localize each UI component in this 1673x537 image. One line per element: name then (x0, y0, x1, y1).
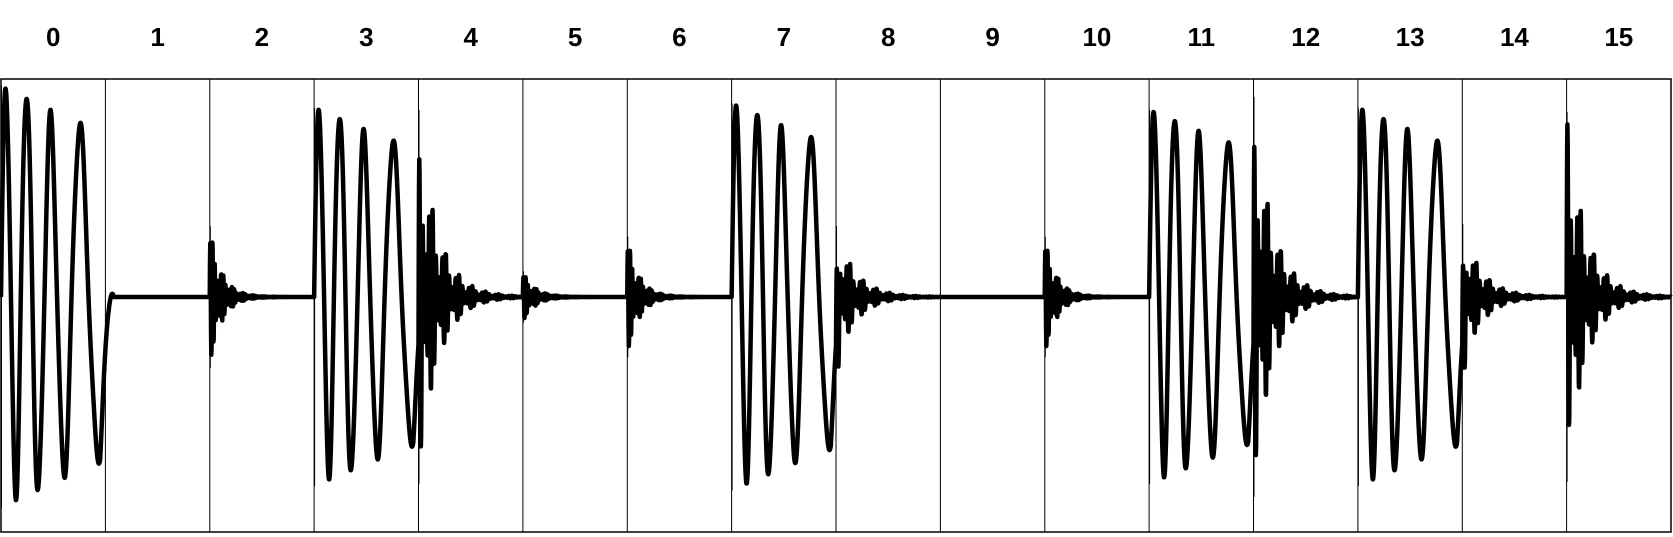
hit-onset-step-6 (627, 236, 629, 358)
step-label-9: 9 (985, 22, 999, 52)
step-label-5: 5 (568, 22, 582, 52)
hit-onset-step-3 (314, 107, 316, 487)
hit-onset-step-11 (1149, 109, 1151, 485)
plot-frame (0, 78, 1672, 533)
step-label-14: 14 (1500, 22, 1529, 52)
step-label-6: 6 (672, 22, 686, 52)
hit-onset-step-8 (836, 226, 837, 368)
step-label-1: 1 (150, 22, 164, 52)
step-label-7: 7 (777, 22, 791, 52)
hit-onset-step-12 (1253, 97, 1255, 497)
hit-onset-step-14 (1462, 223, 1464, 371)
step-label-8: 8 (881, 22, 895, 52)
hit-onset-step-7 (731, 103, 733, 491)
hit-onset-step-4 (418, 109, 420, 485)
step-label-11: 11 (1188, 22, 1216, 52)
hit-onset-step-13 (1357, 107, 1359, 487)
step-label-12: 12 (1291, 22, 1320, 52)
step-labels: 0 1 2 3 4 5 6 7 8 9 10 11 12 13 14 15 (46, 22, 1633, 52)
step-label-2: 2 (255, 22, 269, 52)
hit-onset-step-10 (1044, 236, 1046, 358)
step-label-4: 4 (463, 22, 478, 52)
step-label-0: 0 (46, 22, 60, 52)
step-label-3: 3 (359, 22, 373, 52)
step-label-10: 10 (1082, 22, 1111, 52)
step-label-13: 13 (1396, 22, 1425, 52)
hit-onset-step-15 (1566, 112, 1568, 482)
step-label-15: 15 (1604, 22, 1633, 52)
hit-onset-step-2 (209, 226, 211, 368)
hit-onset-step-5 (522, 271, 524, 323)
